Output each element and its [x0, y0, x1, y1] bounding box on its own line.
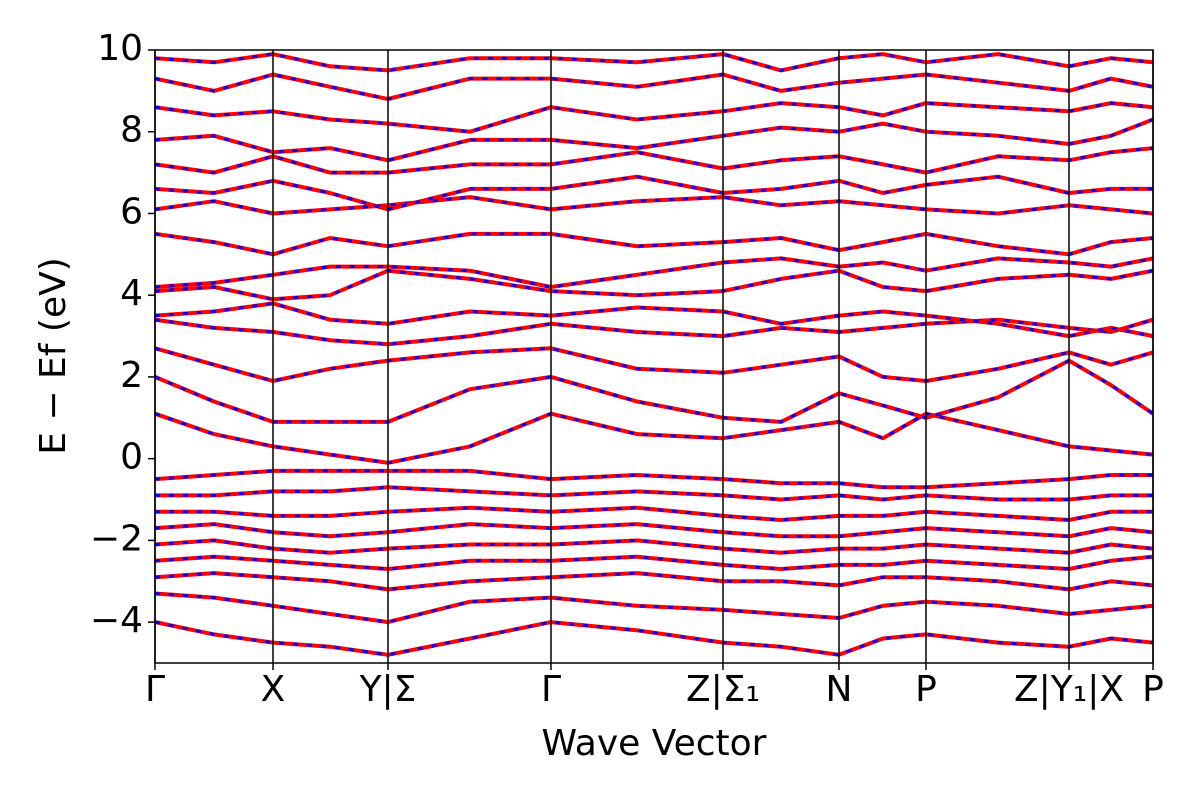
band-line [155, 468, 1153, 490]
band-line [155, 72, 1153, 101]
y-tick-label: 4 [120, 273, 143, 314]
bands [155, 52, 1153, 657]
y-tick-label: 8 [120, 110, 143, 151]
band-line-dashed [155, 555, 1153, 571]
plot-frame [154, 49, 1154, 664]
band-line [155, 538, 1153, 555]
x-axis-label: Wave Vector [542, 723, 767, 764]
x-tick-label: P [915, 669, 937, 710]
band-line [155, 195, 1153, 216]
x-tick-label: Y|Σ [359, 669, 417, 710]
band-line-dashed [155, 485, 1153, 502]
band-line-dashed [155, 571, 1153, 591]
y-tick-label: 6 [120, 191, 143, 232]
band-line-dashed [155, 318, 1153, 346]
band-line [155, 554, 1153, 571]
band-line [155, 505, 1153, 522]
x-tick-label: P [1142, 669, 1164, 710]
x-tick-label: Z|Y₁|X [1014, 669, 1124, 710]
band-line-dashed [155, 592, 1153, 624]
y-tick-label: −4 [90, 600, 143, 641]
x-tick-label: Z|Σ₁ [686, 669, 760, 710]
band-line [155, 571, 1153, 592]
band-line-dashed [155, 522, 1153, 538]
band-line [155, 346, 1153, 383]
band-line [155, 485, 1153, 502]
band-line [155, 620, 1153, 657]
band-line [155, 522, 1153, 539]
band-line-dashed [155, 620, 1153, 657]
band-line-dashed [155, 269, 1153, 301]
band-line [155, 256, 1153, 289]
band-line-dashed [155, 256, 1153, 289]
x-tick-label: Γ [145, 669, 165, 710]
band-line-dashed [155, 538, 1153, 555]
band-line [155, 174, 1153, 212]
band-line-dashed [155, 52, 1153, 72]
band-line-dashed [155, 506, 1153, 522]
y-tick-label: −2 [90, 518, 143, 559]
band-line-dashed [155, 72, 1153, 101]
band-line-dashed [155, 195, 1153, 216]
y-tick-label: 0 [120, 437, 143, 478]
y-tick-label: 2 [120, 355, 143, 396]
y-tick-label: 10 [97, 28, 143, 69]
x-tick-label: Γ [541, 669, 561, 710]
band-line [155, 52, 1153, 73]
band-line-dashed [155, 301, 1153, 338]
band-line-dashed [155, 469, 1153, 489]
x-tick-label: X [261, 669, 286, 710]
x-tick-label: N [826, 669, 853, 710]
y-axis-label: E − Ef (eV) [33, 257, 74, 455]
